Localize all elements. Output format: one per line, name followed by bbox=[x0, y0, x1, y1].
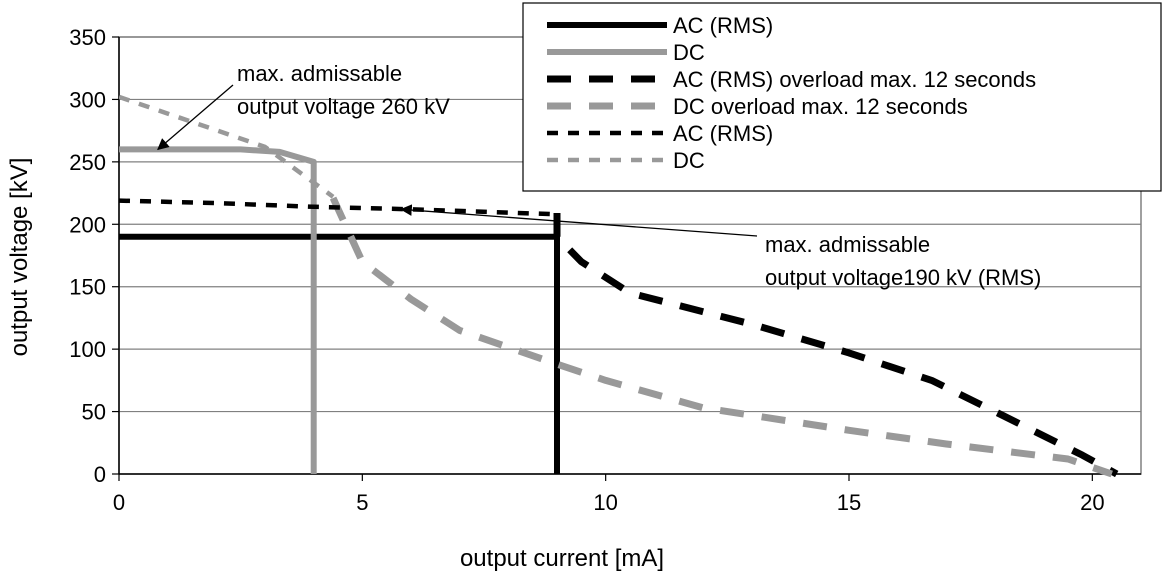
annotation-text: max. admissable bbox=[237, 61, 402, 86]
y-tick-label: 350 bbox=[69, 25, 106, 50]
x-tick-label: 0 bbox=[113, 490, 125, 515]
y-tick-label: 150 bbox=[69, 275, 106, 300]
x-tick-label: 5 bbox=[356, 490, 368, 515]
legend-label: DC bbox=[673, 40, 705, 65]
series-line-2 bbox=[119, 146, 317, 474]
legend-box bbox=[522, 2, 1162, 192]
annotation-text: max. admissable bbox=[765, 232, 930, 257]
x-axis-label: output current [mA] bbox=[460, 545, 664, 572]
plot-area bbox=[118, 36, 1142, 478]
x-tick-label: 10 bbox=[593, 490, 617, 515]
x-tick-label: 20 bbox=[1080, 490, 1104, 515]
x-tick-label: 15 bbox=[837, 490, 861, 515]
tick-labels: 0 50 100 150 200 250 300 350 0 5 10 15 20 bbox=[69, 25, 1104, 515]
y-tick-label: 0 bbox=[94, 462, 106, 487]
legend-label: DC overload max. 12 seconds bbox=[673, 94, 968, 119]
annotations: max. admissable output voltage 260 kV max.… bbox=[157, 61, 1041, 290]
series-line-1 bbox=[119, 233, 560, 474]
y-axis-label: output voltage [kV] bbox=[6, 158, 33, 357]
series-line-3 bbox=[553, 213, 1119, 478]
y-tick-label: 50 bbox=[82, 400, 106, 425]
y-tick-label: 100 bbox=[69, 337, 106, 362]
y-tick-label: 200 bbox=[69, 212, 106, 237]
legend-label: AC (RMS) bbox=[673, 121, 773, 146]
y-tick-label: 300 bbox=[69, 87, 106, 112]
series-line-5 bbox=[119, 198, 558, 217]
legend-label: AC (RMS) overload max. 12 seconds bbox=[673, 67, 1036, 92]
annotation-arrow bbox=[157, 84, 234, 151]
series-line-4 bbox=[329, 196, 1113, 478]
y-tick-label: 250 bbox=[69, 150, 106, 175]
legend-label: AC (RMS) bbox=[673, 13, 773, 38]
annotation-arrow bbox=[400, 204, 758, 237]
series-line-6 bbox=[119, 94, 335, 199]
annotation-text: output voltage190 kV (RMS) bbox=[765, 265, 1041, 290]
annotation-text: output voltage 260 kV bbox=[237, 94, 450, 119]
legend-label: DC bbox=[673, 148, 705, 173]
